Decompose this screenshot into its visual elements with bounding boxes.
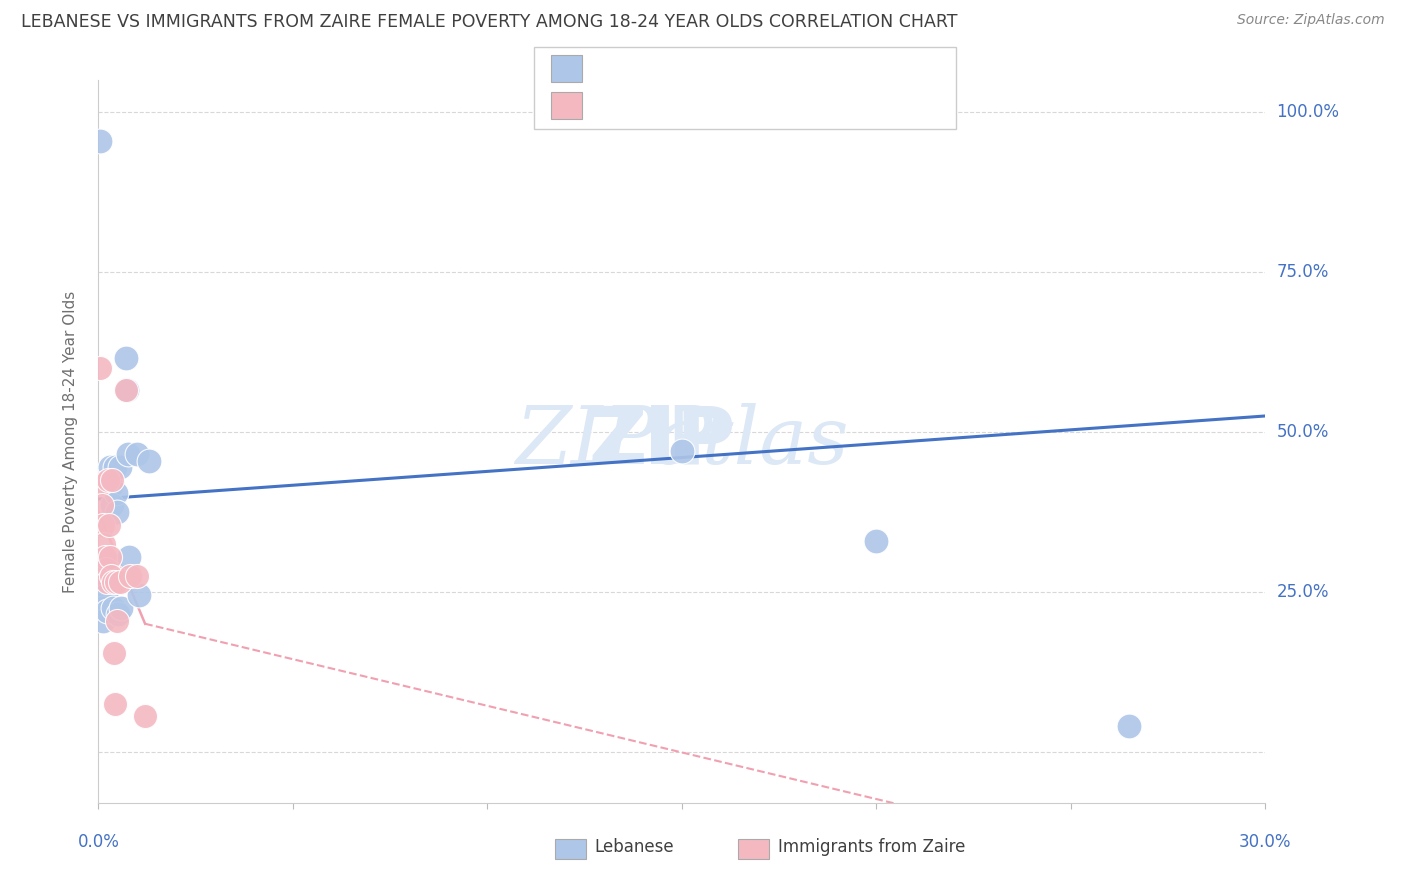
Point [96, 604, 118, 618]
Text: Source: ZipAtlas.com: Source: ZipAtlas.com [1237, 13, 1385, 28]
Text: LEBANESE VS IMMIGRANTS FROM ZAIRE FEMALE POVERTY AMONG 18-24 YEAR OLDS CORRELATI: LEBANESE VS IMMIGRANTS FROM ZAIRE FEMALE… [21, 13, 957, 31]
Point [100, 479, 122, 493]
Point [128, 588, 150, 602]
Point [94, 549, 117, 564]
Text: Lebanese: Lebanese [595, 838, 675, 856]
Text: R = -0.220    N = 23: R = -0.220 N = 23 [593, 96, 792, 114]
Point [115, 384, 138, 398]
Text: 100.0%: 100.0% [1277, 103, 1340, 121]
Point [107, 607, 129, 622]
Point [127, 447, 149, 461]
Text: ZIP: ZIP [589, 402, 716, 481]
Point [91, 499, 114, 513]
Point [90, 588, 112, 602]
Point [108, 460, 131, 475]
Point [104, 575, 127, 590]
Text: 25.0%: 25.0% [1277, 582, 1329, 601]
Point [103, 646, 125, 660]
Point [671, 444, 693, 458]
Point [91, 600, 114, 615]
Point [96, 562, 118, 576]
Point [110, 600, 132, 615]
Point [93, 553, 115, 567]
Point [89, 361, 111, 376]
Point [103, 575, 125, 590]
Point [91, 517, 114, 532]
Point [91, 614, 114, 628]
Point [117, 447, 139, 461]
Text: R =   0.187    N = 28: R = 0.187 N = 28 [593, 60, 797, 78]
Point [98, 460, 121, 475]
Point [98, 549, 121, 564]
Text: ZIPatlas: ZIPatlas [515, 403, 849, 480]
Point [114, 351, 136, 366]
Point [101, 473, 124, 487]
Text: Immigrants from Zaire: Immigrants from Zaire [778, 838, 965, 856]
Y-axis label: Female Poverty Among 18-24 Year Olds: Female Poverty Among 18-24 Year Olds [63, 291, 77, 592]
Point [100, 569, 122, 583]
Point [97, 473, 120, 487]
Point [118, 549, 141, 564]
Point [89, 134, 111, 148]
Point [127, 569, 149, 583]
Point [865, 533, 887, 548]
Point [105, 614, 128, 628]
Point [105, 505, 128, 519]
Point [108, 575, 131, 590]
Text: 50.0%: 50.0% [1277, 423, 1329, 441]
Point [1118, 719, 1140, 733]
Point [104, 697, 127, 711]
Point [134, 709, 156, 723]
Text: 30.0%: 30.0% [1239, 833, 1292, 851]
Point [104, 460, 127, 475]
Point [93, 537, 115, 551]
Point [138, 454, 160, 468]
Text: 0.0%: 0.0% [77, 833, 120, 851]
Point [103, 600, 125, 615]
Point [90, 476, 112, 491]
Point [96, 588, 118, 602]
Text: ZIP: ZIP [589, 402, 735, 481]
Point [104, 485, 127, 500]
Text: 75.0%: 75.0% [1277, 263, 1329, 281]
Point [101, 499, 124, 513]
Point [114, 384, 136, 398]
Point [118, 569, 141, 583]
Point [96, 575, 118, 590]
Point [98, 517, 121, 532]
Point [94, 575, 117, 590]
